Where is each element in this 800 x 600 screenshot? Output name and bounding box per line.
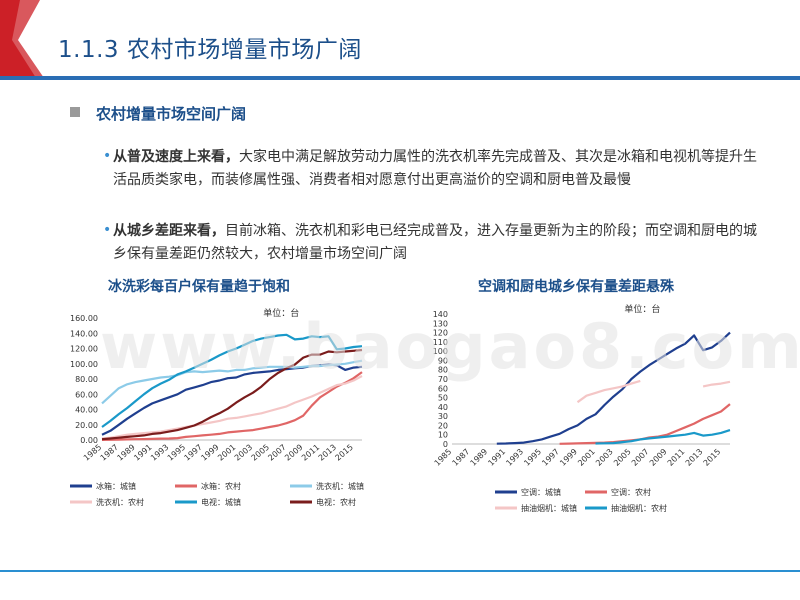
legend-label: 洗衣机：农村 xyxy=(96,497,144,507)
series-line-1 xyxy=(496,331,731,445)
series-line-5 xyxy=(101,333,363,428)
x-tick-label: 2001 xyxy=(216,443,237,463)
y-tick-label: 40.00 xyxy=(75,406,98,415)
y-tick-label: 70 xyxy=(438,375,448,384)
y-tick-label: 120.00 xyxy=(70,345,98,354)
x-tick-label: 2007 xyxy=(266,443,287,463)
series-line-2 xyxy=(101,371,363,441)
x-tick-label: 2009 xyxy=(648,447,669,468)
corner-decoration xyxy=(0,0,50,78)
y-tick-label: 10 xyxy=(438,431,448,440)
slide-title: 1.1.3 农村市场增量市场广阔 xyxy=(58,37,362,63)
x-tick-label: 2005 xyxy=(612,447,633,468)
bullet-text-2: 目前冰箱、洗衣机和彩电已经完成普及，进入存量更新为主的阶段；而空调和厨电的城乡保… xyxy=(113,223,757,262)
watermark: www.baogao8.com xyxy=(100,310,800,383)
x-tick-label: 1985 xyxy=(82,443,103,463)
y-tick-label: 100 xyxy=(433,347,448,356)
x-tick-label: 2015 xyxy=(702,447,723,468)
series-line-4 xyxy=(595,429,731,445)
x-tick-label: 1987 xyxy=(99,443,120,463)
x-tick-label: 1999 xyxy=(558,447,579,468)
x-tick-label: 2015 xyxy=(334,443,355,463)
y-tick-label: 90 xyxy=(438,356,448,365)
x-tick-label: 2001 xyxy=(576,447,597,468)
x-tick-label: 2003 xyxy=(594,447,615,468)
legend-label: 电视：城镇 xyxy=(201,497,241,507)
x-tick-label: 1993 xyxy=(149,443,170,463)
x-tick-label: 1997 xyxy=(540,447,561,468)
y-tick-label: 0 xyxy=(443,440,448,449)
y-tick-label: 130 xyxy=(433,319,448,328)
legend-label: 抽油烟机：城镇 xyxy=(521,503,577,513)
x-tick-label: 2007 xyxy=(630,447,651,468)
legend-label: 抽油烟机：农村 xyxy=(611,503,667,513)
x-tick-label: 2005 xyxy=(250,443,271,463)
y-tick-label: 20 xyxy=(438,421,448,430)
series-line-3 xyxy=(101,359,363,405)
x-tick-label: 1989 xyxy=(115,443,136,463)
title-divider xyxy=(0,76,800,80)
x-tick-label: 2013 xyxy=(684,447,705,468)
legend-label: 空调：农村 xyxy=(611,487,651,497)
y-tick-label: 160.00 xyxy=(70,314,98,323)
x-tick-label: 1985 xyxy=(433,447,454,468)
legend-label: 洗衣机：城镇 xyxy=(316,481,364,491)
x-tick-label: 1993 xyxy=(504,447,525,468)
y-tick-label: 60.00 xyxy=(75,390,98,399)
legend-label: 冰箱：城镇 xyxy=(96,481,136,491)
y-tick-label: 140.00 xyxy=(70,329,98,338)
x-tick-label: 1997 xyxy=(183,443,204,463)
x-tick-label: 1999 xyxy=(199,443,220,463)
bullet-paragraph-2: 从城乡差距来看，目前冰箱、洗衣机和彩电已经完成普及，进入存量更新为主的阶段；而空… xyxy=(113,220,763,266)
y-tick-label: 50 xyxy=(438,394,448,403)
bullet-lead-2: 从城乡差距来看， xyxy=(113,223,225,239)
x-tick-label: 2009 xyxy=(283,443,304,463)
legend-label: 电视：农村 xyxy=(316,497,356,507)
y-tick-label: 140 xyxy=(433,310,448,319)
unit-label: 单位：台 xyxy=(263,307,299,319)
y-tick-label: 110 xyxy=(433,338,448,347)
chart-appliance-saturation: 单位：台 0.00 20.00 40.00 60.00 80.00 100.00 120.00… xyxy=(70,307,364,507)
x-tick-label: 1987 xyxy=(451,447,472,468)
chart-title-right: 空调和厨电城乡保有量差距悬殊 xyxy=(478,279,674,295)
series-line-6 xyxy=(101,348,363,441)
bullet-lead-1: 从普及速度上来看， xyxy=(113,149,239,165)
series-line-3 xyxy=(576,379,731,404)
legend-label: 空调：城镇 xyxy=(521,487,561,497)
x-tick-label: 2003 xyxy=(233,443,254,463)
section-heading: 农村增量市场空间广阔 xyxy=(96,105,247,123)
unit-label: 单位：台 xyxy=(624,303,660,315)
heading-bullet-icon xyxy=(70,107,80,117)
y-tick-label: 60 xyxy=(438,384,448,393)
y-tick-label: 80.00 xyxy=(75,375,98,384)
x-tick-label: 2011 xyxy=(300,443,321,463)
y-tick-label: 80 xyxy=(438,366,448,375)
y-tick-label: 20.00 xyxy=(75,421,98,430)
footer-divider xyxy=(0,570,800,572)
y-tick-label: 120 xyxy=(433,329,448,338)
bullet-paragraph-1: 从普及速度上来看，大家电中满足解放劳动力属性的洗衣机率先完成普及、其次是冰箱和电… xyxy=(113,146,763,192)
x-tick-label: 2011 xyxy=(666,447,687,468)
y-tick-label: 0.00 xyxy=(80,436,98,445)
y-tick-label: 100.00 xyxy=(70,360,98,369)
x-tick-label: 1991 xyxy=(486,447,507,468)
x-tick-label: 1995 xyxy=(166,443,187,463)
chart-title-left: 冰洗彩每百户保有量趋于饱和 xyxy=(108,279,290,295)
bullet-dot-icon: • xyxy=(103,222,112,238)
legend-label: 冰箱：农村 xyxy=(201,481,241,491)
series-line-4 xyxy=(101,375,363,440)
y-tick-label: 40 xyxy=(438,403,448,412)
x-tick-label: 1995 xyxy=(522,447,543,468)
bullet-dot-icon: • xyxy=(103,148,112,164)
x-tick-label: 1991 xyxy=(132,443,153,463)
bullet-text-1: 大家电中满足解放劳动力属性的洗衣机率先完成普及、其次是冰箱和电视机等提升生活品质… xyxy=(113,149,757,188)
x-tick-label: 1989 xyxy=(469,447,490,468)
y-tick-label: 30 xyxy=(438,412,448,421)
x-tick-label: 2013 xyxy=(317,443,338,463)
